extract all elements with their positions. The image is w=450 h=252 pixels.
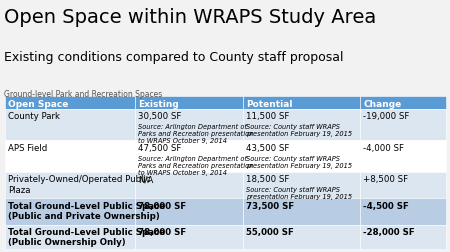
Bar: [4, 225, 135, 249]
Text: County Park: County Park: [8, 112, 60, 121]
Text: -28,000 SF: -28,000 SF: [363, 227, 415, 236]
Text: Total Ground-Level Public Space
(Public Ownership Only): Total Ground-Level Public Space (Public …: [8, 227, 165, 246]
Text: Source: County staff WRAPS
presentation February 19, 2015: Source: County staff WRAPS presentation …: [246, 124, 352, 137]
Bar: [243, 172, 360, 199]
Text: Source: County staff WRAPS
presentation February 19, 2015: Source: County staff WRAPS presentation …: [246, 155, 352, 168]
Text: 78,000 SF: 78,000 SF: [138, 227, 186, 236]
Text: 30,500 SF: 30,500 SF: [138, 112, 181, 121]
Bar: [4, 97, 135, 110]
Text: N/A: N/A: [138, 175, 153, 183]
Bar: [360, 172, 446, 199]
Bar: [360, 97, 446, 110]
Text: 18,500 SF: 18,500 SF: [246, 175, 290, 183]
Text: Change: Change: [363, 100, 401, 109]
Text: Total Ground-Level Public Space
(Public and Private Ownership): Total Ground-Level Public Space (Public …: [8, 201, 165, 220]
Text: Potential: Potential: [246, 100, 293, 109]
Bar: [135, 199, 243, 225]
Bar: [135, 110, 243, 141]
Text: 73,500 SF: 73,500 SF: [246, 201, 294, 210]
Text: Ground-level Park and Recreation Spaces: Ground-level Park and Recreation Spaces: [4, 89, 163, 99]
Bar: [360, 110, 446, 141]
Bar: [4, 172, 135, 199]
Bar: [135, 225, 243, 249]
Text: Open Space: Open Space: [8, 100, 68, 109]
Text: Source: Arlington Department of
Parks and Recreation presentation
to WRAPS Octob: Source: Arlington Department of Parks an…: [138, 124, 253, 144]
Text: +8,500 SF: +8,500 SF: [363, 175, 408, 183]
Text: Open Space within WRAPS Study Area: Open Space within WRAPS Study Area: [4, 8, 377, 26]
Bar: [360, 225, 446, 249]
Text: 43,500 SF: 43,500 SF: [246, 143, 290, 152]
Text: -19,000 SF: -19,000 SF: [363, 112, 410, 121]
Text: APS Field: APS Field: [8, 143, 47, 152]
Bar: [360, 199, 446, 225]
Bar: [135, 97, 243, 110]
Bar: [243, 97, 360, 110]
Bar: [243, 141, 360, 172]
Bar: [243, 225, 360, 249]
Bar: [360, 141, 446, 172]
Text: Source: County staff WRAPS
presentation February 19, 2015: Source: County staff WRAPS presentation …: [246, 186, 352, 199]
Text: Source: Arlington Department of
Parks and Recreation presentation
to WRAPS Octob: Source: Arlington Department of Parks an…: [138, 155, 253, 175]
Bar: [135, 141, 243, 172]
Bar: [4, 199, 135, 225]
Text: 47,500 SF: 47,500 SF: [138, 143, 181, 152]
Bar: [243, 199, 360, 225]
Bar: [243, 110, 360, 141]
Text: -4,500 SF: -4,500 SF: [363, 201, 409, 210]
Bar: [4, 141, 135, 172]
Bar: [4, 110, 135, 141]
Bar: [135, 172, 243, 199]
Text: 55,000 SF: 55,000 SF: [246, 227, 294, 236]
Text: -4,000 SF: -4,000 SF: [363, 143, 404, 152]
Text: 11,500 SF: 11,500 SF: [246, 112, 290, 121]
Text: Existing conditions compared to County staff proposal: Existing conditions compared to County s…: [4, 50, 344, 63]
Text: Privately-Owned/Operated Public
Plaza: Privately-Owned/Operated Public Plaza: [8, 175, 151, 194]
Text: Existing: Existing: [138, 100, 179, 109]
Text: 78,000 SF: 78,000 SF: [138, 201, 186, 210]
